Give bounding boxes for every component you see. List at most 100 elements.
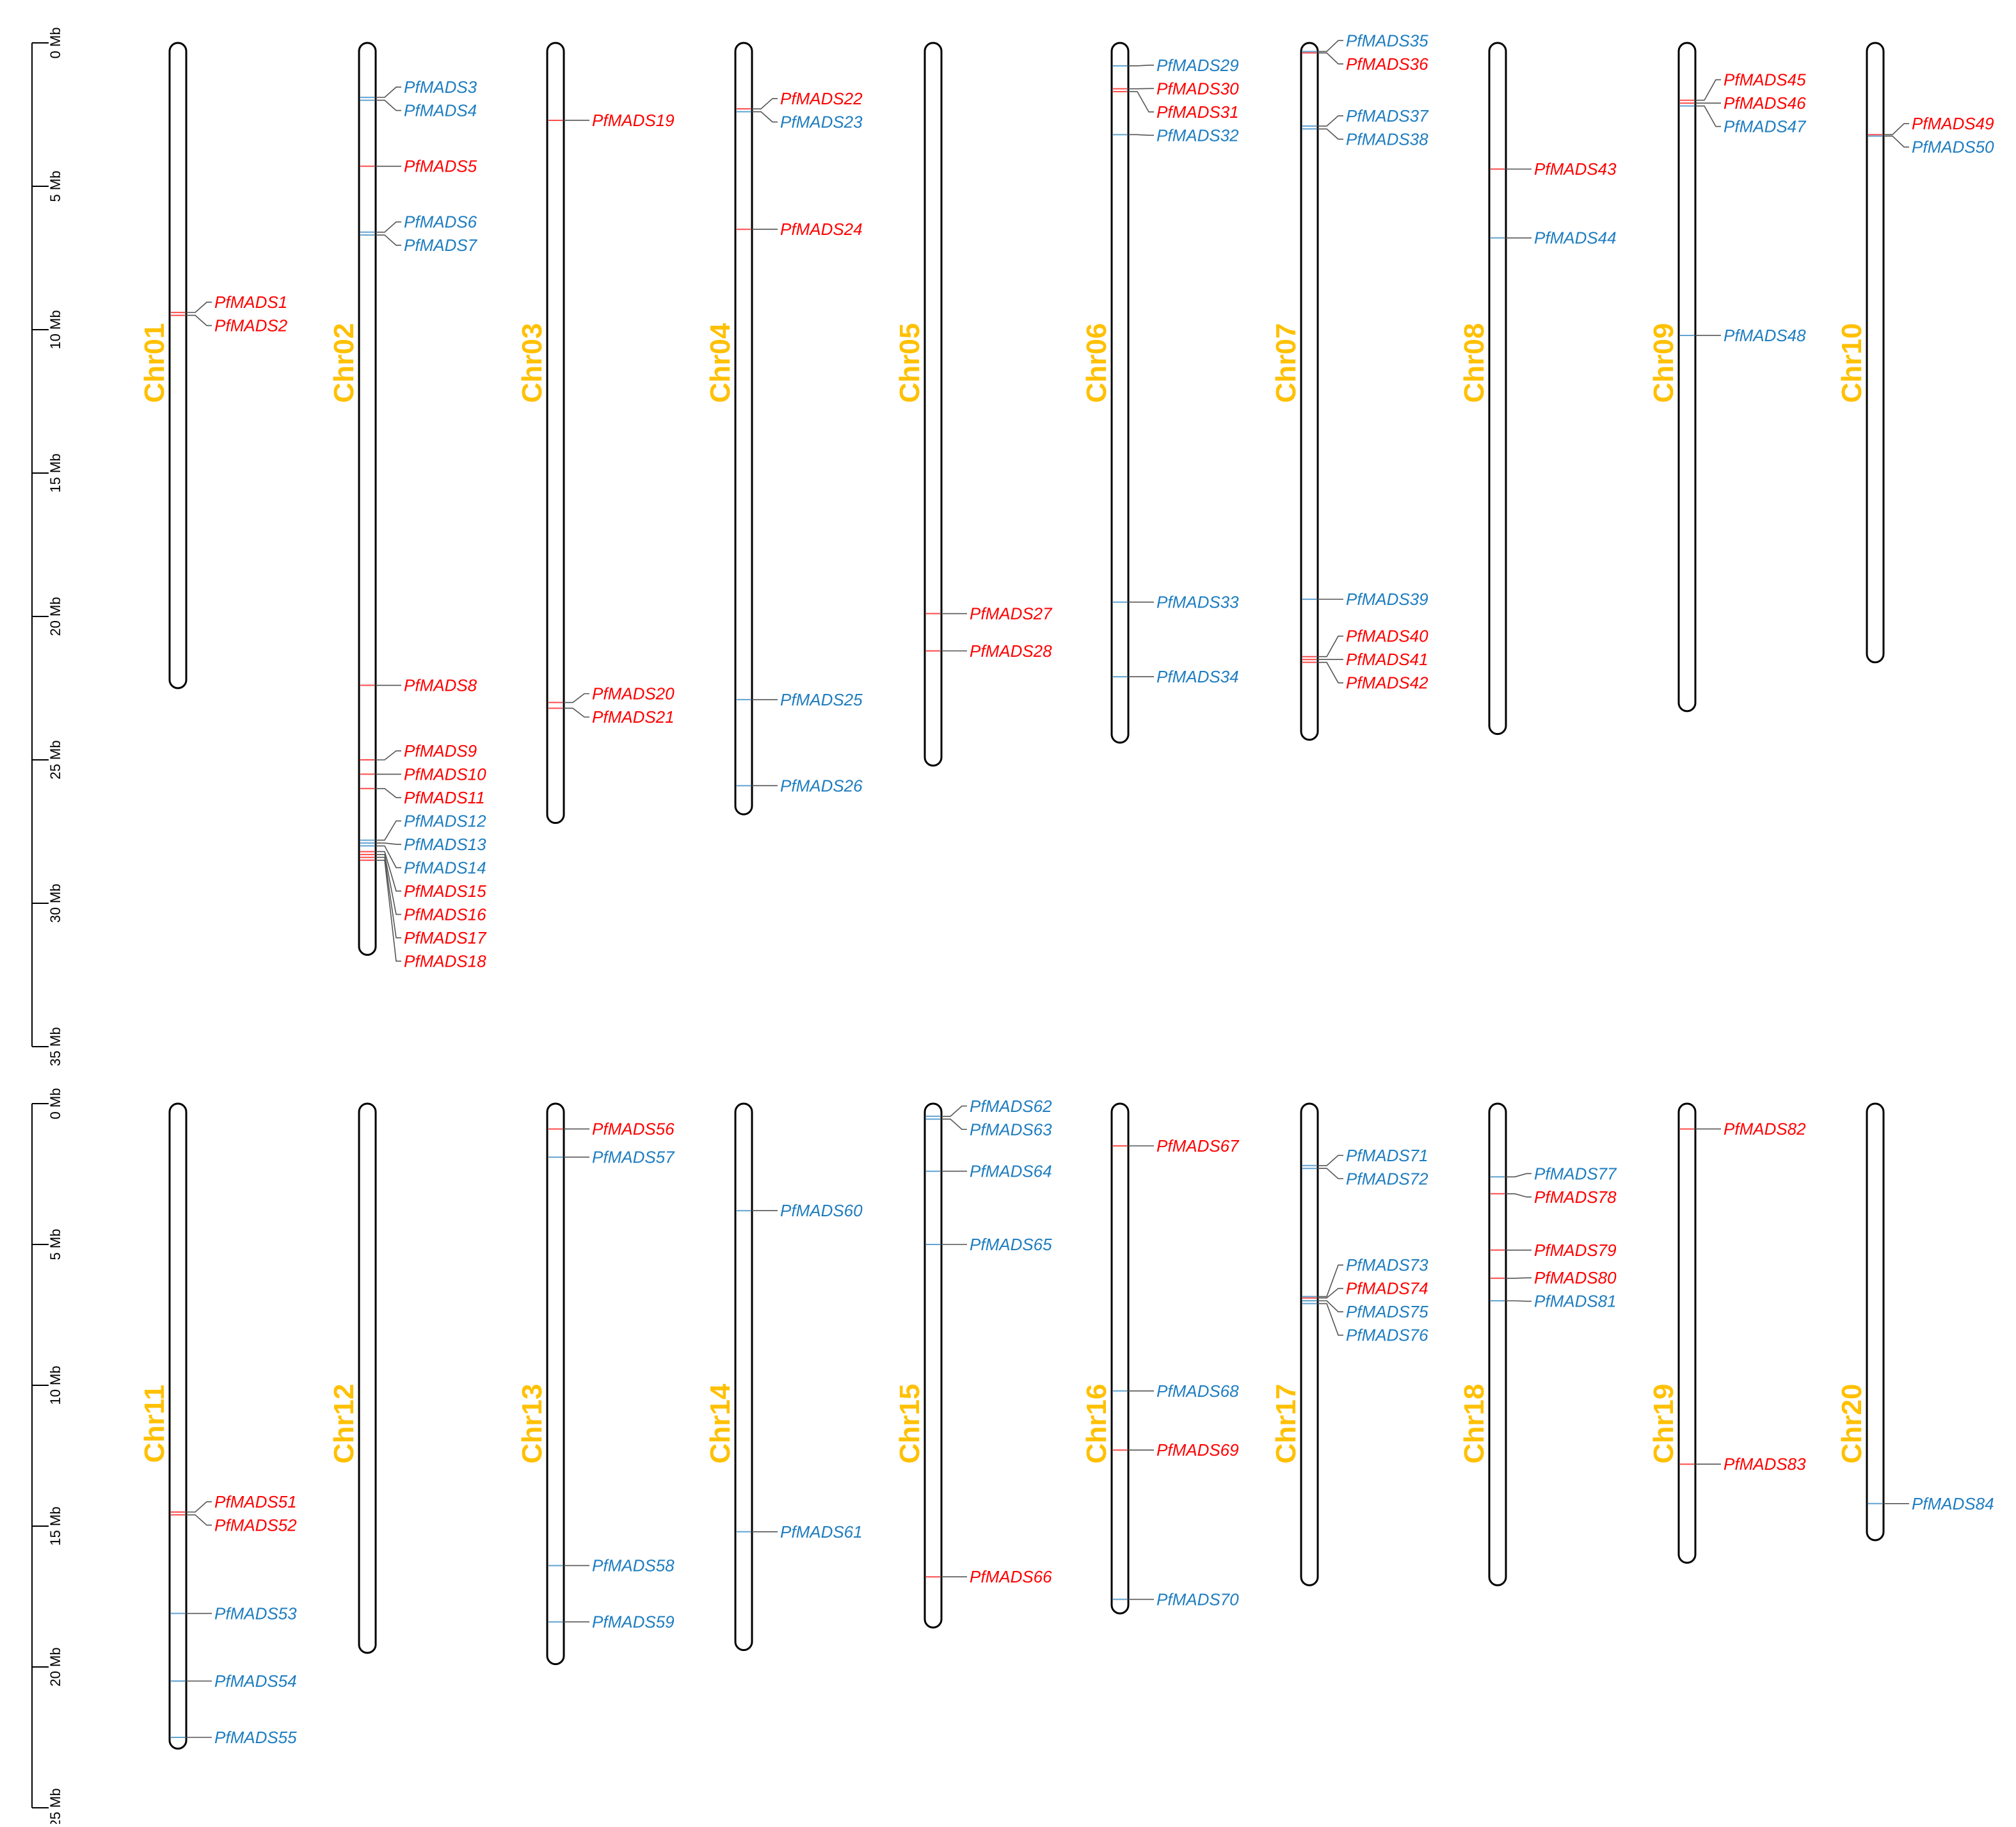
gene-connector — [1884, 136, 1909, 147]
gene-connector — [1318, 116, 1343, 126]
gene-connector — [376, 789, 401, 798]
gene-label: PfMADS30 — [1156, 79, 1239, 98]
chromosome-chr17: Chr17PfMADS71PfMADS72PfMADS73PfMADS74PfM… — [1270, 1104, 1428, 1585]
gene-label: PfMADS84 — [1912, 1494, 1994, 1513]
gene-label: PfMADS25 — [780, 690, 863, 709]
axis-tick-label: 35 Mb — [47, 1027, 63, 1066]
chromosome-body — [1679, 1104, 1695, 1563]
gene-label: PfMADS47 — [1724, 117, 1807, 136]
gene-connector — [941, 1106, 967, 1116]
chromosome-body — [735, 1104, 752, 1650]
gene-label: PfMADS60 — [780, 1201, 863, 1220]
gene-label: PfMADS56 — [592, 1120, 675, 1139]
gene-label: PfMADS36 — [1346, 54, 1428, 74]
axis-tick-label: 25 Mb — [47, 1788, 63, 1824]
chromosome-chr15: Chr15PfMADS62PfMADS63PfMADS64PfMADS65PfM… — [894, 1097, 1052, 1628]
chromosome-body — [1867, 1104, 1884, 1540]
chromosome-label: Chr12 — [328, 1384, 360, 1464]
gene-connector — [752, 112, 778, 122]
gene-connector — [1695, 106, 1721, 127]
gene-connector — [564, 694, 589, 703]
chromosome-label: Chr18 — [1459, 1384, 1490, 1464]
chromosome-label: Chr19 — [1648, 1384, 1679, 1464]
chromosome-label: Chr13 — [516, 1384, 548, 1464]
gene-label: PfMADS41 — [1346, 650, 1428, 669]
chromosome-label: Chr11 — [139, 1385, 170, 1463]
gene-label: PfMADS64 — [970, 1162, 1052, 1181]
chromosome-body — [1112, 43, 1128, 743]
gene-label: PfMADS73 — [1346, 1255, 1428, 1275]
chromosome-body — [925, 43, 941, 766]
chromosome-chr11: Chr11PfMADS51PfMADS52PfMADS53PfMADS54PfM… — [139, 1104, 297, 1749]
gene-label: PfMADS3 — [404, 77, 477, 97]
gene-label: PfMADS58 — [592, 1556, 675, 1575]
gene-connector — [941, 1119, 967, 1129]
gene-label: PfMADS6 — [404, 213, 477, 232]
gene-connector — [1318, 1155, 1343, 1166]
chromosome-body — [170, 1104, 186, 1749]
gene-label: PfMADS22 — [780, 89, 863, 108]
chromosome-label: Chr15 — [894, 1384, 925, 1464]
gene-connector — [376, 751, 401, 760]
gene-label: PfMADS71 — [1346, 1146, 1428, 1165]
gene-label: PfMADS16 — [404, 905, 486, 924]
gene-connector — [376, 821, 401, 840]
gene-label: PfMADS78 — [1534, 1187, 1617, 1207]
gene-connector — [376, 222, 401, 232]
chromosome-body — [359, 1104, 376, 1653]
gene-label: PfMADS65 — [970, 1235, 1052, 1254]
gene-label: PfMADS59 — [592, 1613, 675, 1632]
chromosome-body — [1489, 1104, 1506, 1585]
gene-label: PfMADS13 — [404, 835, 486, 854]
gene-label: PfMADS37 — [1346, 106, 1429, 125]
gene-label: PfMADS55 — [214, 1728, 297, 1747]
gene-label: PfMADS18 — [404, 951, 486, 970]
gene-label: PfMADS7 — [404, 236, 478, 255]
gene-label: PfMADS52 — [214, 1515, 297, 1534]
gene-connector — [1695, 80, 1721, 101]
gene-connector — [1318, 1301, 1343, 1312]
gene-label: PfMADS66 — [970, 1567, 1052, 1586]
gene-label: PfMADS74 — [1346, 1279, 1428, 1298]
axis-tick-label: 15 Mb — [47, 1506, 63, 1545]
chromosome-label: Chr10 — [1836, 323, 1868, 403]
gene-label: PfMADS9 — [404, 741, 477, 761]
gene-label: PfMADS15 — [404, 881, 486, 901]
gene-connector — [376, 87, 401, 97]
axis-tick-label: 5 Mb — [47, 1229, 63, 1260]
gene-connector — [1506, 1194, 1532, 1197]
gene-connector — [752, 99, 778, 109]
gene-connector — [1318, 53, 1343, 64]
gene-label: PfMADS5 — [404, 157, 477, 176]
gene-label: PfMADS2 — [214, 316, 288, 335]
axis-tick-label: 5 Mb — [47, 171, 63, 202]
axis-tick-label: 20 Mb — [47, 1647, 63, 1686]
gene-label: PfMADS24 — [780, 220, 863, 239]
gene-label: PfMADS79 — [1534, 1241, 1617, 1260]
chromosome-label: Chr14 — [705, 1383, 736, 1463]
gene-label: PfMADS38 — [1346, 129, 1428, 149]
chromosome-label: Chr17 — [1270, 1384, 1302, 1464]
chromosome-chr12: Chr12 — [328, 1104, 376, 1653]
gene-connector — [376, 843, 401, 844]
chromosome-chr18: Chr18PfMADS77PfMADS78PfMADS79PfMADS80PfM… — [1459, 1104, 1617, 1585]
gene-connector — [186, 316, 212, 326]
gene-connector — [564, 708, 589, 717]
gene-label: PfMADS76 — [1346, 1326, 1428, 1345]
chromosome-body — [1112, 1104, 1128, 1613]
gene-label: PfMADS48 — [1724, 326, 1806, 345]
gene-label: PfMADS14 — [404, 858, 486, 877]
chromosome-body — [925, 1104, 941, 1627]
chromosome-label: Chr03 — [516, 323, 548, 403]
gene-label: PfMADS83 — [1724, 1454, 1806, 1474]
